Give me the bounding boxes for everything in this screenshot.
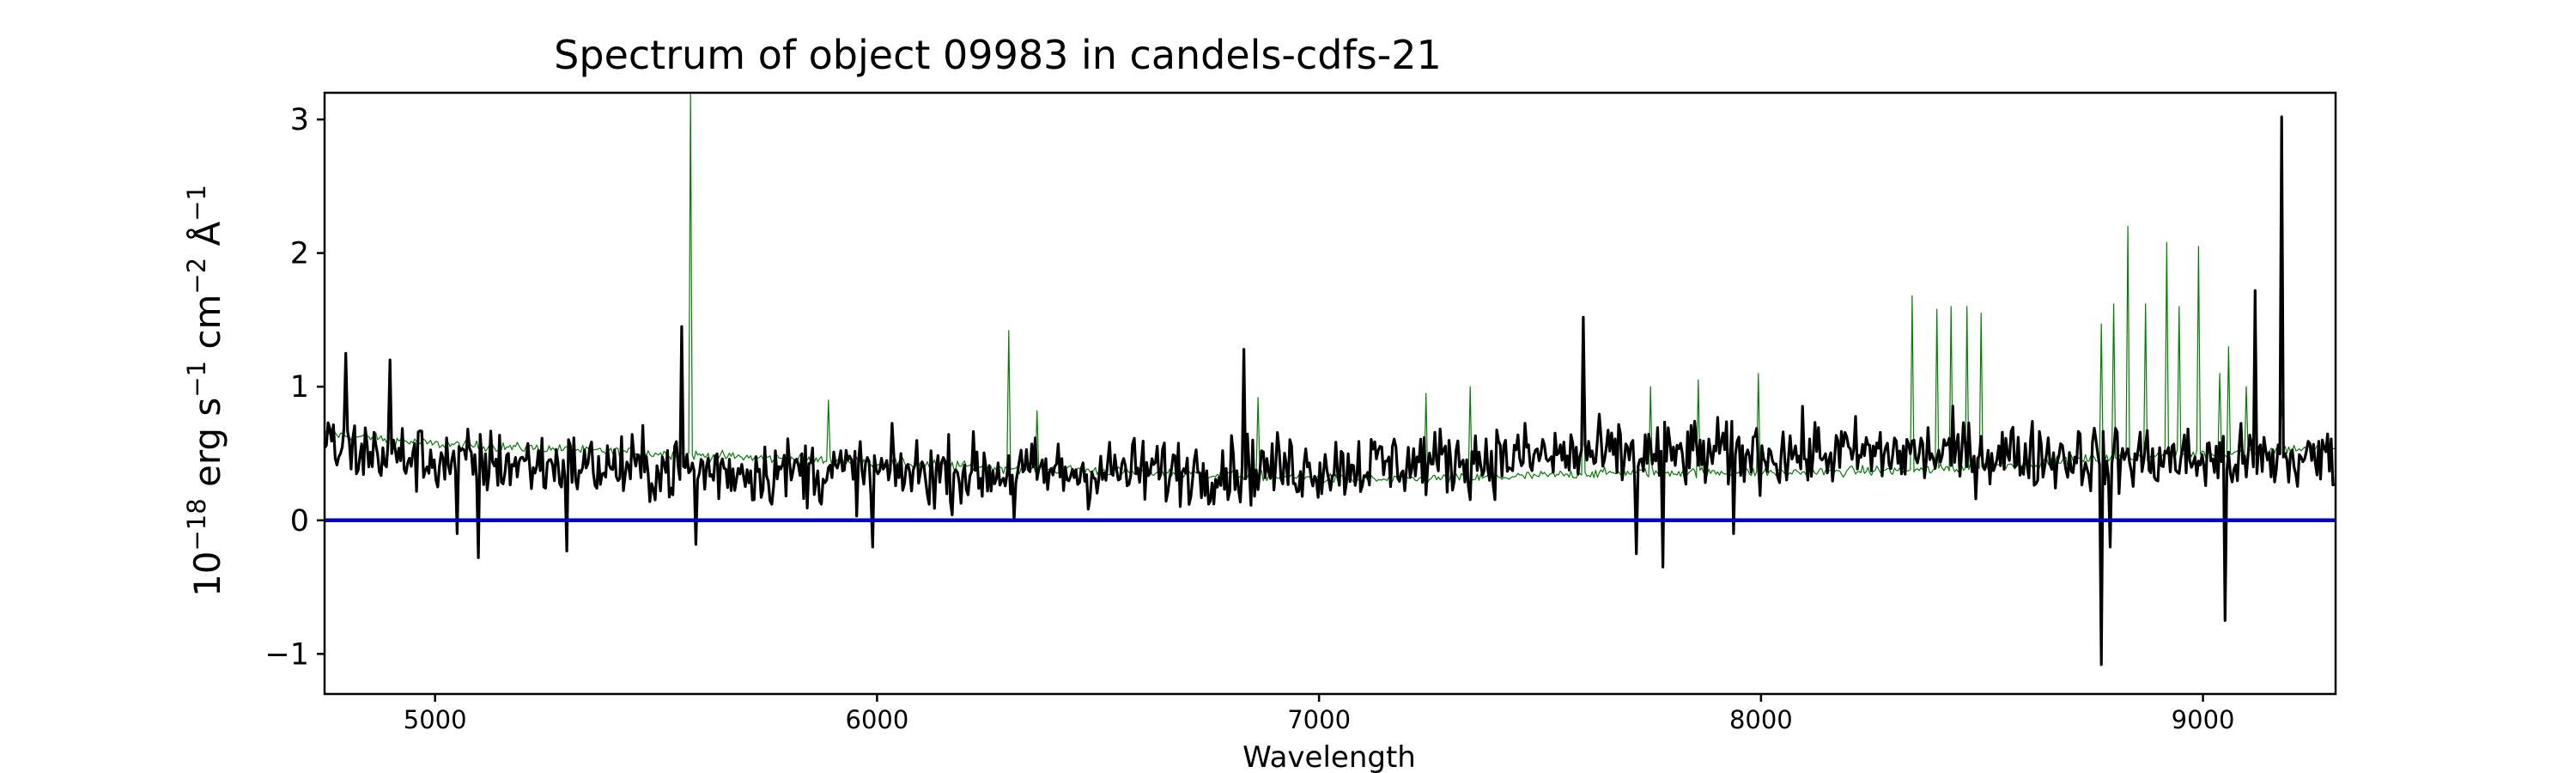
- chart-title: Spectrum of object 09983 in candels-cdfs…: [554, 32, 1442, 78]
- x-tick-label: 8000: [1729, 705, 1793, 734]
- y-tick-label: 1: [290, 370, 309, 405]
- y-label-base: 10: [186, 551, 228, 597]
- observed-spectrum-line: [323, 115, 2336, 666]
- x-axis-label: Wavelength: [1242, 740, 1416, 773]
- y-label-unit1: erg s: [186, 398, 228, 499]
- x-axis-ticks: 5000 6000 7000 8000 9000: [404, 694, 2235, 734]
- y-label-unit1-exp: −1: [182, 361, 211, 398]
- series-layer: [323, 92, 2336, 666]
- y-label-base-exp: −18: [182, 498, 211, 551]
- y-tick-label: 3: [290, 103, 309, 137]
- y-tick-label: −1: [264, 637, 309, 672]
- y-label-unit3: Å: [185, 222, 228, 258]
- plot-frame: [323, 91, 2337, 696]
- y-label-unit3-exp: −1: [182, 185, 211, 222]
- x-tick-label: 7000: [1287, 705, 1351, 734]
- y-axis-ticks: −1 0 1 2 3: [264, 103, 325, 672]
- x-tick-label: 5000: [404, 705, 467, 734]
- y-tick-label: 0: [290, 504, 309, 539]
- y-tick-label: 2: [290, 237, 309, 271]
- x-tick-label: 6000: [846, 705, 909, 734]
- y-axis-label: 10−18 erg s−1 cm−2 Å−1: [182, 185, 228, 597]
- y-label-unit2: cm: [186, 295, 228, 361]
- x-tick-label: 9000: [2172, 705, 2235, 734]
- y-label-unit2-exp: −2: [182, 258, 211, 295]
